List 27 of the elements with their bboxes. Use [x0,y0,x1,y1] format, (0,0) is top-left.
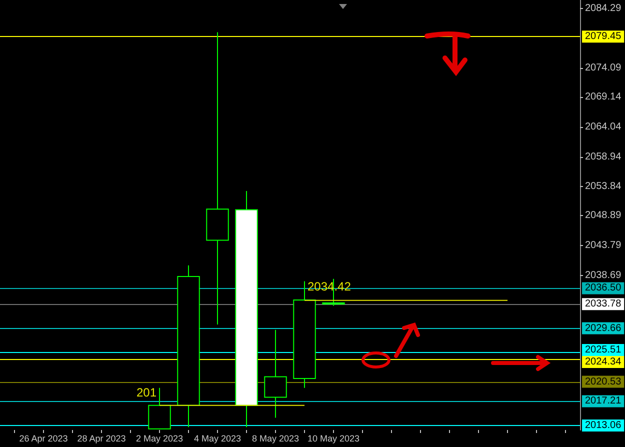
x-tick-label: 28 Apr 2023 [77,434,126,444]
y-tick-label: 2058.94 [585,151,622,162]
y-tick-label: 2069.14 [585,92,622,103]
y-tick-label: 2053.84 [585,181,622,192]
y-tick-label: 2038.69 [585,270,622,281]
ref-line-label: 2024.34 [585,356,622,368]
x-tick-label: 4 May 2023 [194,434,242,444]
candlestick [264,329,287,418]
ref-line-label: 2025.51 [585,344,622,356]
y-tick-label: 2048.89 [585,210,622,222]
ref-line-label: 2020.53 [585,376,622,388]
y-tick-label: 2084.29 [585,2,622,14]
y-tick-label: 2074.09 [585,62,622,74]
x-tick-label: 2 May 2023 [136,434,184,444]
y-tick-label: 2064.04 [585,121,622,132]
annotation: 201 [136,385,157,400]
x-tick-label: 10 May 2023 [307,434,360,444]
ref-line-label: 2017.21 [585,396,622,407]
ref-line-label: 2029.66 [585,322,622,334]
x-tick-label: 26 Apr 2023 [19,434,68,444]
ref-line-label: 2036.50 [585,282,622,294]
candlestick [206,32,229,326]
x-tick-label: 8 May 2023 [252,434,300,444]
ref-line-label: 2079.45 [585,31,622,42]
y-tick-label: 2043.79 [585,240,622,252]
ref-line-label: 2033.78 [585,298,622,310]
ref-line-label: 2013.06 [585,420,622,432]
